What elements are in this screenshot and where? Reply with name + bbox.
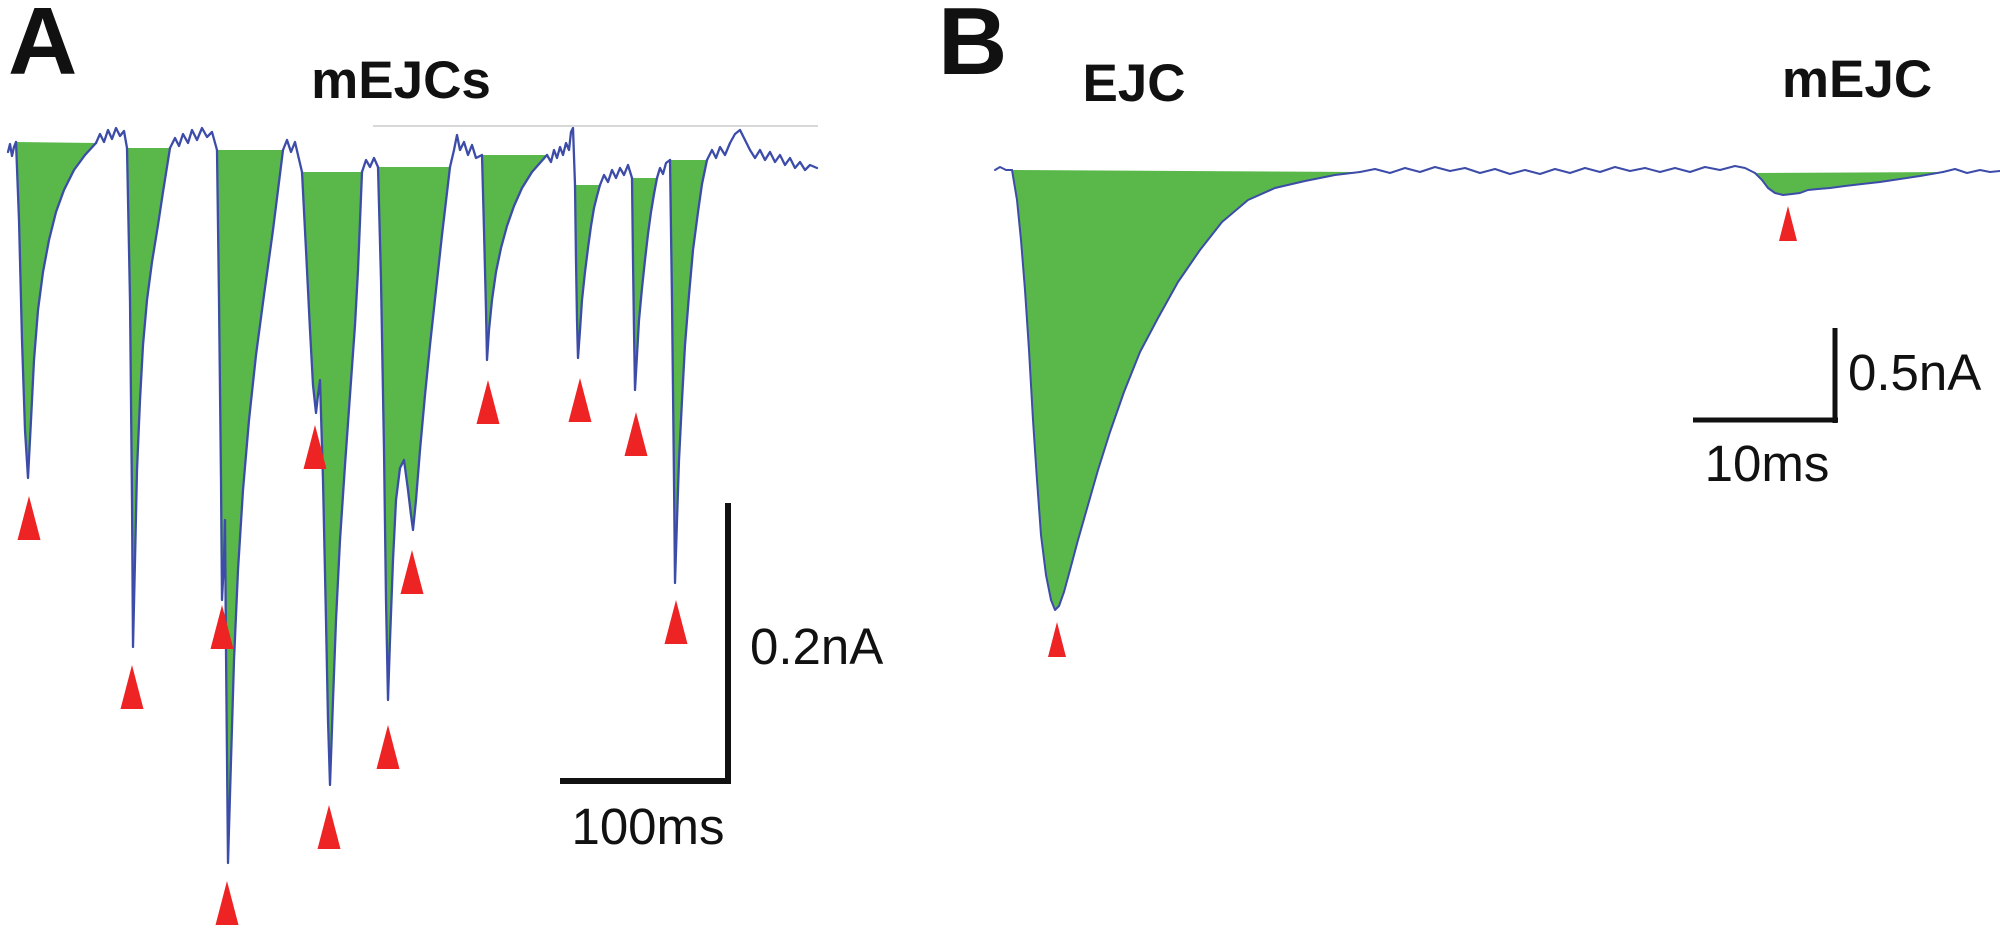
current-trace xyxy=(14,140,98,480)
event-area-fill xyxy=(670,160,707,583)
event-arrowhead xyxy=(215,881,239,925)
baseline-trace xyxy=(994,166,1013,171)
event-area-fill xyxy=(217,150,283,863)
panel-a-title: mEJCs xyxy=(311,51,491,110)
baseline-trace xyxy=(1942,168,2000,174)
panel-a-gray-rule xyxy=(373,125,818,127)
event-arrowhead xyxy=(376,725,400,769)
panel-a-horizontal-scale-label: 100ms xyxy=(571,798,725,855)
baseline-trace xyxy=(94,126,129,150)
baseline-trace xyxy=(281,138,304,174)
event-arrowhead xyxy=(624,412,648,456)
baseline-trace xyxy=(168,126,219,152)
event-arrowhead xyxy=(664,600,688,644)
current-trace xyxy=(630,176,659,392)
baseline-trace xyxy=(705,128,819,172)
event-area-fill xyxy=(302,172,362,785)
panel-b-vertical-scale-label: 0.5nA xyxy=(1848,344,1982,401)
panel-b-label: B xyxy=(938,0,1008,95)
baseline-trace xyxy=(360,156,380,174)
current-trace xyxy=(300,170,364,787)
current-trace xyxy=(480,153,549,362)
event-arrowhead xyxy=(476,380,500,424)
event-area-fill xyxy=(127,148,170,647)
current-trace xyxy=(1011,169,1361,611)
current-trace xyxy=(1754,171,1944,196)
panel-a-vertical-scale-label: 0.2nA xyxy=(750,618,884,675)
event-arrowhead xyxy=(1048,622,1066,657)
current-trace xyxy=(376,165,452,702)
panel-a-label: A xyxy=(8,0,78,95)
event-arrowhead xyxy=(317,805,341,849)
current-trace xyxy=(668,158,709,585)
event-area-fill xyxy=(16,142,96,478)
current-trace xyxy=(573,183,602,360)
panel-a-traces xyxy=(6,126,819,925)
event-area-fill xyxy=(1012,170,1360,610)
panel-b-title-ejc: EJC xyxy=(1082,54,1186,113)
event-arrowhead xyxy=(17,496,41,540)
event-arrowhead xyxy=(303,425,327,469)
baseline-trace xyxy=(655,158,672,180)
baseline-trace xyxy=(448,133,484,169)
baseline-trace xyxy=(598,163,634,187)
event-arrowhead xyxy=(120,665,144,709)
event-arrowhead xyxy=(568,378,592,422)
panel-b-horizontal-scale-label: 10ms xyxy=(1704,435,1830,492)
baseline-trace xyxy=(1359,165,1756,175)
baseline-trace xyxy=(6,140,18,158)
event-arrowhead xyxy=(210,605,234,649)
event-arrowhead xyxy=(400,550,424,594)
event-area-fill xyxy=(1755,172,1943,195)
event-arrowhead xyxy=(1779,206,1797,241)
current-trace xyxy=(125,146,172,649)
event-area-fill xyxy=(632,178,657,390)
panel-b-traces xyxy=(994,165,2000,657)
current-trace xyxy=(215,148,285,865)
baseline-trace xyxy=(545,126,577,187)
event-area-fill xyxy=(482,155,547,360)
event-area-fill xyxy=(575,185,600,358)
panel-b-title-mejc: mEJC xyxy=(1781,50,1933,109)
event-area-fill xyxy=(378,167,450,700)
